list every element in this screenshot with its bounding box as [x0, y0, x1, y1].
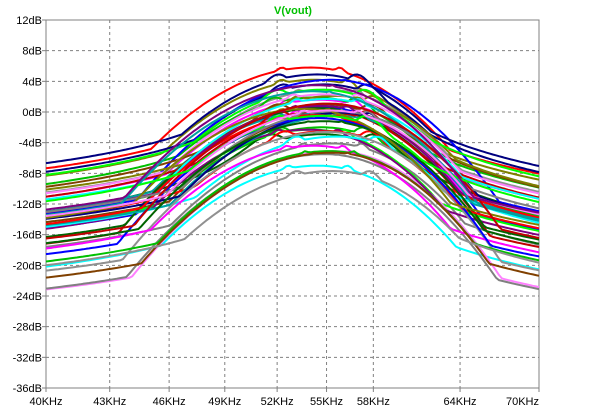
tick-label-x: 70KHz: [506, 396, 539, 408]
tick-label-y: -36dB: [13, 383, 42, 395]
tick-label-y: 4dB: [22, 76, 42, 88]
tick-label-y: -12dB: [13, 199, 42, 211]
tick-label-y: 8dB: [22, 46, 42, 58]
tick-label-y: -28dB: [13, 322, 42, 334]
tick-label-x: 40KHz: [29, 396, 62, 408]
tick-label-y: 0dB: [22, 107, 42, 119]
tick-label-y: -20dB: [13, 260, 42, 272]
tick-label-y: -8dB: [19, 168, 42, 180]
chart-title: V(vout): [274, 5, 312, 17]
tick-label-y: -16dB: [13, 230, 42, 242]
tick-label-y: 12dB: [16, 15, 42, 27]
tick-label-x: 52KHz: [261, 396, 294, 408]
tick-label-x: 55KHz: [310, 396, 343, 408]
tick-label-x: 43KHz: [93, 396, 126, 408]
tick-label-y: -4dB: [19, 138, 42, 150]
tick-label-y: -24dB: [13, 291, 42, 303]
tick-label-y: -32dB: [13, 352, 42, 364]
tick-label-x: 58KHz: [357, 396, 390, 408]
tick-label-x: 49KHz: [208, 396, 241, 408]
tick-label-x: 46KHz: [153, 396, 186, 408]
tick-label-x: 64KHz: [444, 396, 477, 408]
